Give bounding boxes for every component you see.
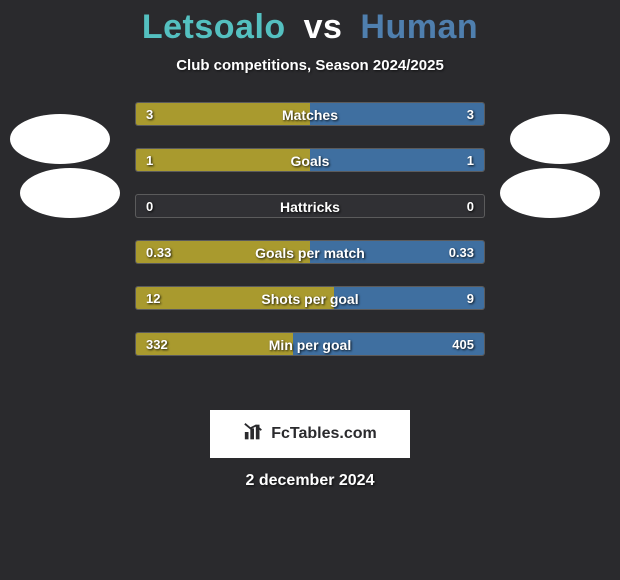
stat-row: 332405Min per goal [135, 332, 485, 356]
stat-row: 00Hattricks [135, 194, 485, 218]
stat-label: Shots per goal [136, 287, 484, 310]
stat-rows: 33Matches 11Goals 00Hattricks 0.330.33Goals… [135, 102, 485, 378]
club-logo-left [20, 168, 120, 218]
player2-name: Human [360, 8, 478, 46]
stat-label: Goals per match [136, 241, 484, 264]
season-subtitle: Club competitions, Season 2024/2025 [0, 57, 620, 74]
stat-label: Matches [136, 103, 484, 126]
comparison-title: Letsoalo vs Human [0, 0, 620, 47]
stat-label: Goals [136, 149, 484, 172]
footer-date: 2 december 2024 [0, 472, 620, 490]
stat-label: Hattricks [136, 195, 484, 218]
bar-chart-icon [243, 421, 265, 448]
branding-text: FcTables.com [271, 425, 377, 443]
comparison-stage: 33Matches 11Goals 00Hattricks 0.330.33Goals… [0, 102, 620, 402]
club-logo-right [510, 114, 610, 164]
stat-row: 33Matches [135, 102, 485, 126]
club-logo-left [10, 114, 110, 164]
stat-label: Min per goal [136, 333, 484, 356]
stat-row: 0.330.33Goals per match [135, 240, 485, 264]
vs-label: vs [304, 8, 343, 46]
stat-row: 129Shots per goal [135, 286, 485, 310]
branding-badge: FcTables.com [210, 410, 410, 458]
player1-name: Letsoalo [142, 8, 286, 46]
stat-row: 11Goals [135, 148, 485, 172]
club-logo-right [500, 168, 600, 218]
